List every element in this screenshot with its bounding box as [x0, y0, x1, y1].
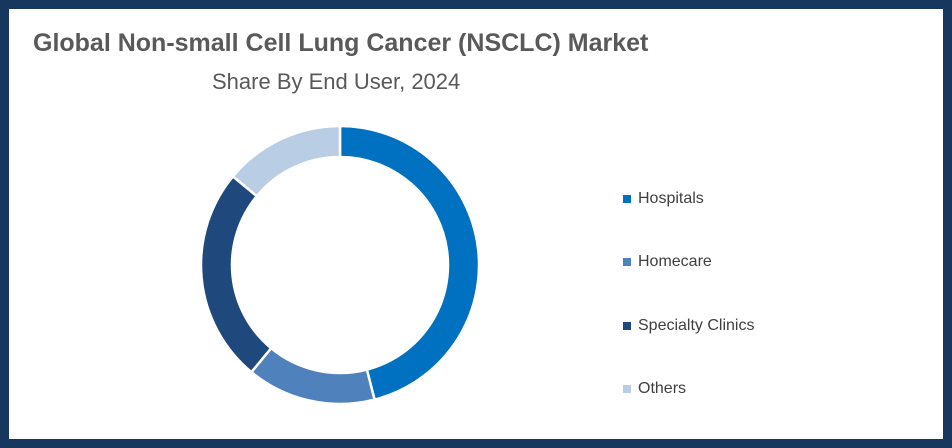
legend-label: Homecare: [638, 253, 712, 271]
chart-subtitle: Share By End User, 2024: [212, 69, 461, 94]
legend-item: Specialty Clinics: [623, 294, 754, 358]
legend-label: Others: [638, 380, 687, 398]
legend-swatch: [623, 258, 631, 267]
legend-item: Hospitals: [623, 167, 754, 231]
donut-slice-hospitals: [338, 124, 481, 402]
legend-item: Homecare: [623, 231, 754, 295]
legend-item: Others: [623, 358, 754, 422]
legend-swatch: [623, 385, 631, 394]
donut-slice-homecare: [249, 346, 377, 406]
donut-chart: [199, 124, 481, 406]
chart-card: Global Non-small Cell Lung Cancer (NSCLC…: [9, 9, 943, 439]
donut-slice-others: [231, 124, 342, 198]
chart-title: Global Non-small Cell Lung Cancer (NSCLC…: [33, 29, 649, 57]
legend: Hospitals Homecare Specialty Clinics Others: [623, 167, 754, 421]
legend-swatch: [623, 321, 631, 330]
legend-swatch: [623, 194, 631, 203]
donut-slice-specialty-clinics: [199, 174, 273, 374]
legend-label: Specialty Clinics: [638, 316, 755, 334]
legend-label: Hospitals: [638, 189, 704, 207]
